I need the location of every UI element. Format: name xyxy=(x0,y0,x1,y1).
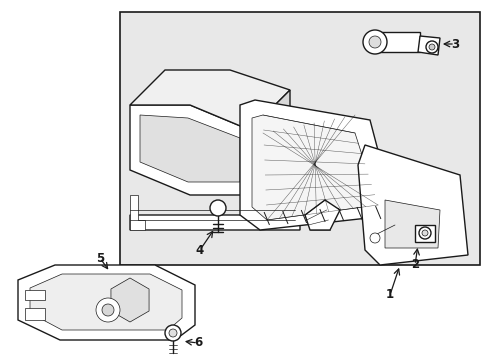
Circle shape xyxy=(425,41,437,53)
Circle shape xyxy=(96,298,120,322)
Circle shape xyxy=(369,233,379,243)
Circle shape xyxy=(428,44,434,50)
Circle shape xyxy=(421,230,427,236)
Polygon shape xyxy=(240,100,394,230)
Text: 1: 1 xyxy=(385,288,393,302)
Polygon shape xyxy=(130,195,299,230)
Polygon shape xyxy=(251,115,377,220)
Bar xyxy=(120,12,479,265)
Circle shape xyxy=(169,329,177,337)
Text: 3: 3 xyxy=(450,37,458,50)
Polygon shape xyxy=(357,145,467,265)
Text: 2: 2 xyxy=(410,258,418,271)
Polygon shape xyxy=(249,90,289,195)
Circle shape xyxy=(418,227,430,239)
Polygon shape xyxy=(305,200,339,230)
Polygon shape xyxy=(130,70,289,130)
Text: 6: 6 xyxy=(193,337,202,350)
Polygon shape xyxy=(18,265,195,340)
Polygon shape xyxy=(417,36,439,55)
Polygon shape xyxy=(30,274,182,330)
Circle shape xyxy=(164,325,181,341)
Circle shape xyxy=(362,30,386,54)
Polygon shape xyxy=(140,115,240,182)
Polygon shape xyxy=(111,278,149,322)
Polygon shape xyxy=(25,290,45,300)
Text: 4: 4 xyxy=(196,243,203,256)
Polygon shape xyxy=(384,200,439,248)
Circle shape xyxy=(209,200,225,216)
Polygon shape xyxy=(374,32,419,52)
Polygon shape xyxy=(414,225,434,242)
Circle shape xyxy=(368,36,380,48)
Text: 5: 5 xyxy=(96,252,104,265)
Polygon shape xyxy=(130,105,249,195)
Polygon shape xyxy=(25,308,45,320)
Circle shape xyxy=(102,304,114,316)
Polygon shape xyxy=(130,195,145,230)
